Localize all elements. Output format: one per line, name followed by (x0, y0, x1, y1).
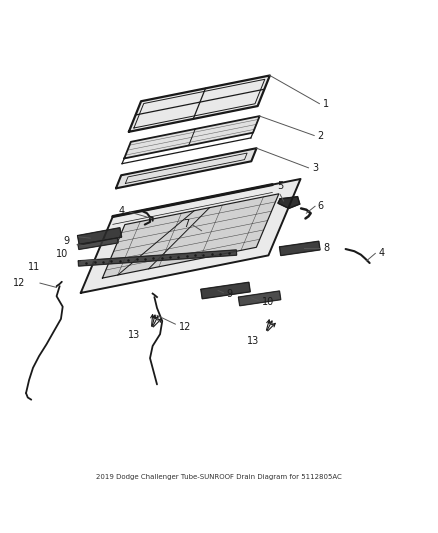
Polygon shape (278, 197, 300, 208)
Text: 10: 10 (56, 249, 68, 259)
Text: 2019 Dodge Challenger Tube-SUNROOF Drain Diagram for 5112805AC: 2019 Dodge Challenger Tube-SUNROOF Drain… (96, 473, 342, 480)
Text: 9: 9 (64, 236, 70, 246)
Polygon shape (129, 76, 270, 132)
Text: 10: 10 (262, 297, 274, 308)
Polygon shape (78, 250, 237, 266)
Text: 5: 5 (277, 181, 283, 191)
Polygon shape (201, 282, 250, 299)
Polygon shape (116, 148, 257, 188)
Text: 12: 12 (179, 322, 191, 332)
Text: 13: 13 (128, 330, 141, 341)
Polygon shape (124, 116, 260, 158)
Text: 13: 13 (247, 336, 260, 346)
Polygon shape (279, 241, 320, 255)
Text: 3: 3 (312, 163, 318, 173)
Text: 1: 1 (323, 99, 329, 109)
Polygon shape (78, 238, 118, 249)
Text: 7: 7 (183, 219, 189, 229)
Text: 11: 11 (28, 262, 40, 272)
Text: 9: 9 (227, 288, 233, 298)
Text: 2: 2 (318, 131, 324, 141)
Polygon shape (102, 194, 279, 278)
Text: 6: 6 (317, 201, 323, 211)
Text: 4: 4 (118, 206, 124, 216)
Polygon shape (238, 291, 281, 306)
Text: 4: 4 (378, 248, 385, 259)
Polygon shape (78, 228, 122, 245)
Text: 8: 8 (323, 243, 329, 253)
Text: 12: 12 (13, 278, 25, 288)
Polygon shape (81, 179, 300, 293)
